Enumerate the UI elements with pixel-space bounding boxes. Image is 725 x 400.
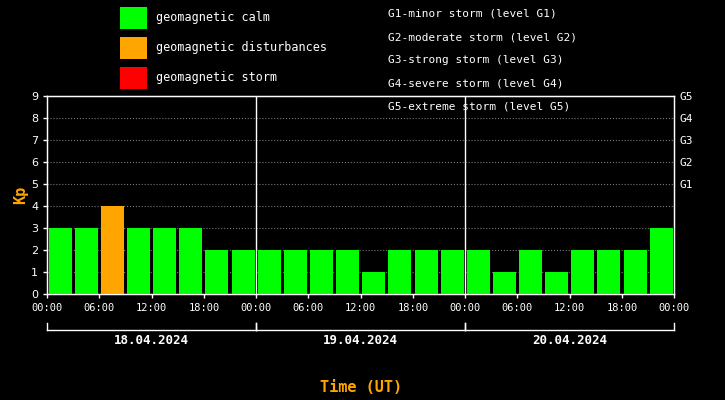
- Text: G2-moderate storm (level G2): G2-moderate storm (level G2): [388, 32, 577, 42]
- Bar: [75, 228, 98, 294]
- Text: G3-strong storm (level G3): G3-strong storm (level G3): [388, 56, 563, 66]
- Text: geomagnetic disturbances: geomagnetic disturbances: [156, 42, 327, 54]
- Bar: [336, 250, 359, 294]
- Bar: [362, 272, 385, 294]
- Bar: [284, 250, 307, 294]
- Bar: [467, 250, 490, 294]
- Bar: [597, 250, 621, 294]
- Text: geomagnetic calm: geomagnetic calm: [156, 12, 270, 24]
- Text: 18.04.2024: 18.04.2024: [114, 334, 189, 346]
- Bar: [571, 250, 594, 294]
- Bar: [231, 250, 254, 294]
- Text: G1-minor storm (level G1): G1-minor storm (level G1): [388, 9, 557, 19]
- Bar: [624, 250, 647, 294]
- Bar: [205, 250, 228, 294]
- Text: 19.04.2024: 19.04.2024: [323, 334, 398, 346]
- Bar: [389, 250, 411, 294]
- Y-axis label: Kp: Kp: [13, 186, 28, 204]
- Text: G4-severe storm (level G4): G4-severe storm (level G4): [388, 78, 563, 89]
- Bar: [153, 228, 176, 294]
- Bar: [493, 272, 516, 294]
- Text: 20.04.2024: 20.04.2024: [532, 334, 608, 346]
- Bar: [650, 228, 673, 294]
- Bar: [519, 250, 542, 294]
- Bar: [127, 228, 150, 294]
- Bar: [441, 250, 464, 294]
- Bar: [257, 250, 281, 294]
- Bar: [179, 228, 202, 294]
- Bar: [415, 250, 437, 294]
- Text: geomagnetic storm: geomagnetic storm: [156, 72, 277, 84]
- Bar: [310, 250, 333, 294]
- Bar: [101, 206, 124, 294]
- Bar: [545, 272, 568, 294]
- Bar: [49, 228, 72, 294]
- Text: Time (UT): Time (UT): [320, 380, 402, 396]
- Text: G5-extreme storm (level G5): G5-extreme storm (level G5): [388, 102, 570, 112]
